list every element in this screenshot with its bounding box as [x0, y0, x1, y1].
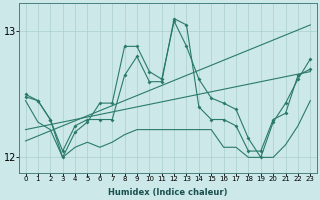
X-axis label: Humidex (Indice chaleur): Humidex (Indice chaleur): [108, 188, 228, 197]
